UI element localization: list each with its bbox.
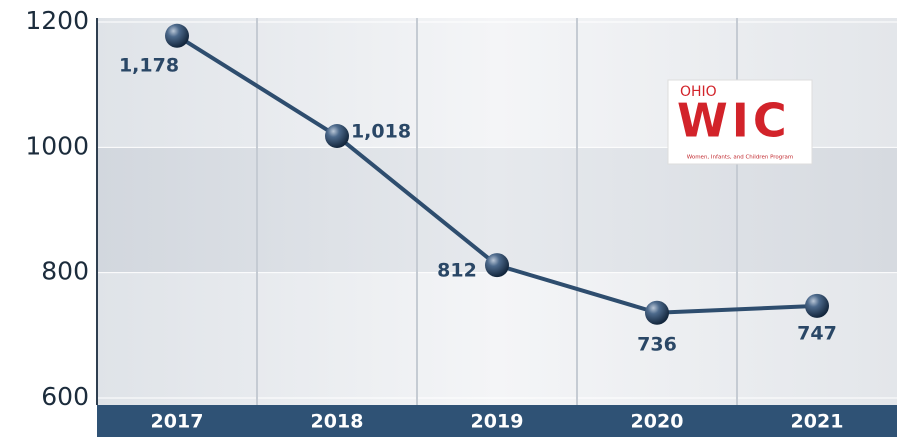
data-label: 1,178 xyxy=(119,54,179,76)
marker xyxy=(805,293,829,318)
marker xyxy=(645,300,669,325)
band xyxy=(97,272,897,398)
y-tick-label: 800 xyxy=(41,257,89,286)
logo-top: OHIO xyxy=(680,84,717,100)
marker xyxy=(485,253,509,278)
x-tick-label: 2021 xyxy=(791,411,844,433)
x-axis-bar xyxy=(97,405,897,437)
band xyxy=(97,147,897,273)
marker xyxy=(165,23,189,48)
data-label: 812 xyxy=(437,260,477,282)
y-tick-label: 1000 xyxy=(25,131,89,160)
data-label: 1,018 xyxy=(351,121,411,143)
logo: OHIO WIC Women, Infants, and Children Pr… xyxy=(667,79,813,165)
logo-box xyxy=(667,79,813,165)
x-tick-label: 2017 xyxy=(151,411,204,433)
data-label: 736 xyxy=(637,333,677,355)
logo-main: WIC xyxy=(677,94,791,148)
data-label: 747 xyxy=(797,322,837,344)
x-tick-label: 2020 xyxy=(631,411,684,433)
y-tick-label: 1200 xyxy=(25,6,89,35)
marker xyxy=(325,124,349,149)
x-tick-label: 2019 xyxy=(471,411,524,433)
logo-caption: Women, Infants, and Children Program xyxy=(687,155,794,161)
x-tick-label: 2018 xyxy=(311,411,364,433)
y-tick-label: 600 xyxy=(41,382,89,411)
